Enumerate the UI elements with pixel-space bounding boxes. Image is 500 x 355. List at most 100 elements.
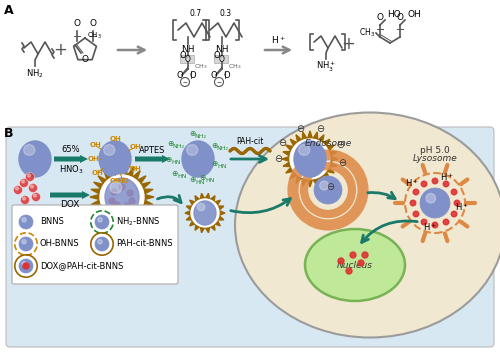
Circle shape — [454, 200, 460, 206]
Circle shape — [443, 181, 449, 187]
Circle shape — [111, 189, 117, 195]
Text: ⊖: ⊖ — [338, 158, 346, 168]
Circle shape — [362, 252, 368, 258]
Text: +: + — [53, 41, 67, 59]
Text: O: O — [219, 55, 225, 64]
Circle shape — [432, 178, 438, 184]
Text: ⊕: ⊕ — [171, 169, 177, 179]
Text: NH₂: NH₂ — [216, 147, 228, 152]
Text: NH₂: NH₂ — [194, 135, 206, 140]
Text: OH: OH — [109, 136, 121, 142]
Text: ⊕: ⊕ — [165, 155, 171, 164]
Text: ⊖: ⊖ — [296, 124, 304, 134]
Circle shape — [95, 215, 109, 229]
Circle shape — [114, 202, 120, 208]
Circle shape — [32, 192, 40, 202]
FancyBboxPatch shape — [214, 55, 228, 64]
Text: ⊕: ⊕ — [189, 175, 195, 185]
Text: ⊖: ⊖ — [336, 140, 344, 150]
Circle shape — [358, 260, 364, 266]
FancyArrow shape — [135, 155, 170, 163]
Text: O: O — [82, 55, 88, 65]
Text: OH: OH — [109, 178, 121, 184]
Circle shape — [34, 194, 36, 197]
Circle shape — [124, 203, 130, 209]
FancyBboxPatch shape — [180, 55, 194, 64]
FancyArrow shape — [54, 155, 88, 163]
Text: OH: OH — [91, 170, 103, 176]
Circle shape — [100, 175, 144, 219]
Text: ⊕: ⊕ — [189, 130, 195, 138]
Text: NH: NH — [215, 45, 229, 54]
Text: NH$_2$: NH$_2$ — [26, 67, 44, 80]
Circle shape — [26, 173, 35, 181]
Ellipse shape — [186, 144, 198, 155]
Text: OH: OH — [87, 156, 99, 162]
Text: HN: HN — [177, 175, 187, 180]
Ellipse shape — [235, 113, 500, 338]
Circle shape — [191, 199, 219, 227]
Text: NH$_2$-BNNS: NH$_2$-BNNS — [116, 216, 160, 228]
Text: DOX: DOX — [60, 200, 80, 209]
Text: O: O — [190, 71, 196, 80]
Circle shape — [320, 181, 328, 190]
Text: O: O — [376, 13, 384, 22]
Circle shape — [23, 263, 29, 269]
Ellipse shape — [182, 141, 214, 177]
Ellipse shape — [19, 141, 51, 177]
Circle shape — [20, 179, 28, 187]
Text: 0.7: 0.7 — [190, 9, 202, 18]
Circle shape — [346, 268, 352, 274]
Text: H$^+$: H$^+$ — [440, 171, 454, 183]
Text: A: A — [4, 4, 14, 17]
Circle shape — [350, 252, 356, 258]
Text: OH: OH — [89, 142, 101, 148]
Ellipse shape — [194, 201, 216, 225]
Polygon shape — [90, 165, 154, 229]
Circle shape — [452, 189, 457, 195]
Circle shape — [28, 184, 38, 192]
Text: OH: OH — [407, 10, 421, 19]
Text: DOX@PAH-cit-BNNS: DOX@PAH-cit-BNNS — [40, 262, 123, 271]
Text: CH$_3$: CH$_3$ — [228, 62, 241, 71]
Text: OH: OH — [129, 166, 141, 172]
Ellipse shape — [99, 141, 131, 177]
Circle shape — [98, 218, 102, 222]
Circle shape — [28, 174, 30, 177]
Circle shape — [19, 215, 33, 229]
Text: pH 5.0: pH 5.0 — [420, 146, 450, 155]
Text: O: O — [214, 50, 220, 60]
Text: CH$_3$: CH$_3$ — [359, 27, 375, 39]
Ellipse shape — [110, 182, 122, 193]
Text: ⊖: ⊖ — [278, 138, 286, 148]
Ellipse shape — [305, 229, 405, 301]
Text: O: O — [90, 19, 96, 28]
Circle shape — [30, 185, 34, 188]
Circle shape — [19, 237, 33, 251]
Circle shape — [127, 190, 133, 196]
Circle shape — [22, 180, 25, 183]
Circle shape — [410, 200, 416, 206]
Ellipse shape — [105, 178, 139, 216]
Circle shape — [22, 218, 26, 222]
Text: O: O — [74, 19, 80, 28]
Text: OH-BNNS: OH-BNNS — [40, 240, 80, 248]
Circle shape — [421, 181, 427, 187]
Text: HNO$_3$: HNO$_3$ — [58, 164, 84, 176]
Text: HN: HN — [195, 180, 205, 186]
Text: O: O — [210, 71, 218, 81]
Text: O: O — [224, 71, 230, 80]
Circle shape — [95, 237, 109, 251]
Text: H$^+$: H$^+$ — [405, 177, 419, 189]
Circle shape — [413, 211, 418, 217]
Text: OH: OH — [129, 144, 141, 150]
Ellipse shape — [24, 144, 35, 155]
Circle shape — [16, 187, 18, 190]
Circle shape — [420, 188, 450, 218]
Circle shape — [119, 184, 125, 190]
Text: H$^+$: H$^+$ — [455, 201, 469, 213]
Text: –: – — [216, 77, 222, 87]
Text: Nucleus: Nucleus — [337, 261, 373, 269]
Text: HN: HN — [171, 160, 181, 165]
Text: O: O — [176, 71, 184, 81]
